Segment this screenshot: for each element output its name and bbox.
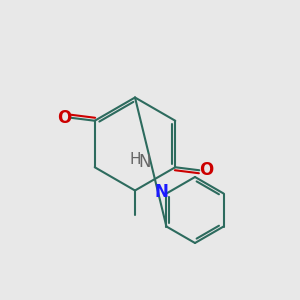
Text: N: N [154, 183, 168, 201]
Text: O: O [57, 109, 71, 127]
Text: H: H [129, 152, 141, 167]
Text: O: O [199, 161, 213, 179]
Text: N: N [139, 153, 151, 171]
